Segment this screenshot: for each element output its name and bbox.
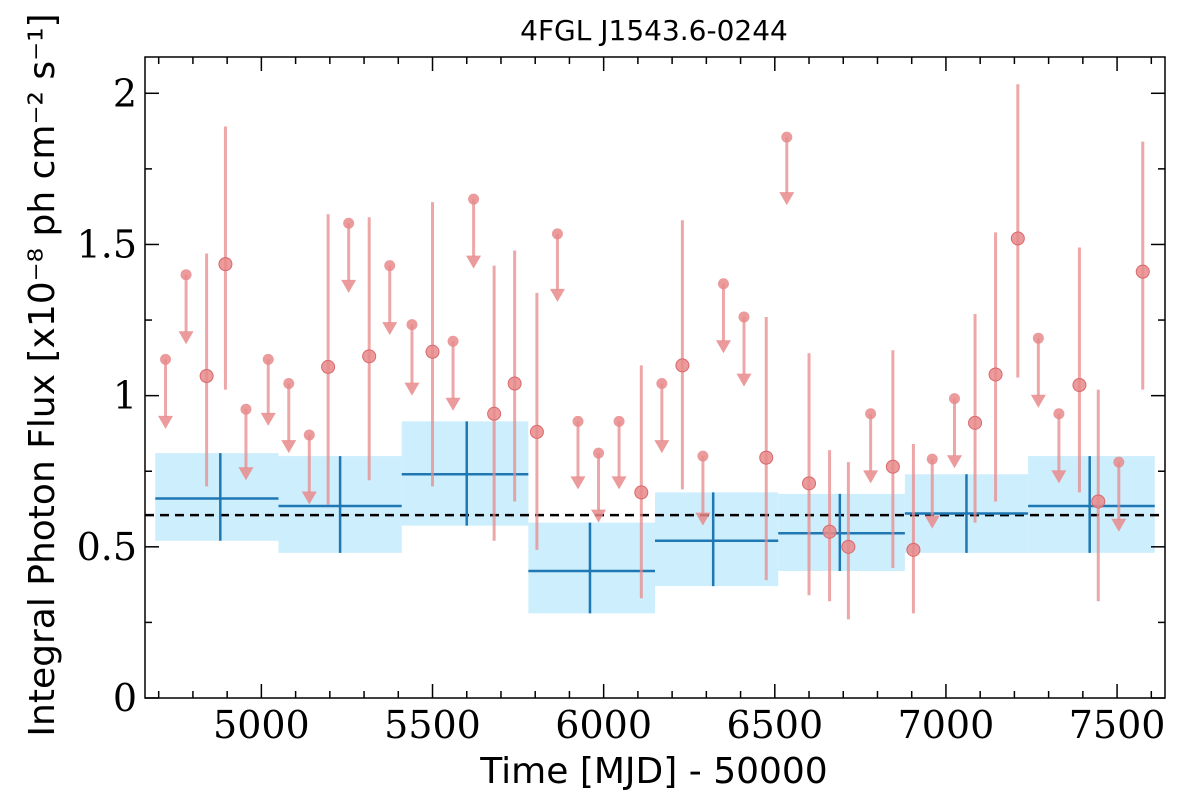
upper-limit-point [865, 408, 877, 420]
upper-limit-point [406, 319, 418, 331]
upper-limit-point [572, 415, 584, 427]
detection-point [1135, 264, 1150, 279]
detection-point [968, 415, 983, 430]
upper-limit-arrowhead [736, 373, 752, 387]
upper-limit-point [468, 193, 480, 205]
upper-limit-arrowhead [924, 515, 940, 529]
upper-limit-point [551, 228, 563, 240]
upper-limit-arrowhead [382, 322, 398, 336]
detection-point [362, 349, 377, 364]
detection-point [634, 485, 649, 500]
x-tick-label: 6000 [555, 703, 652, 747]
plot-frame [144, 56, 1166, 699]
upper-limit-point [1053, 408, 1065, 420]
upper-limit-arrowhead [611, 476, 627, 490]
y-tick-label: 1.5 [77, 222, 137, 266]
upper-limit-arrowhead [946, 455, 962, 469]
detection-point [199, 368, 214, 383]
x-tick-label: 7500 [1069, 703, 1166, 747]
detection-point [759, 450, 774, 465]
upper-limit-arrowhead [466, 255, 482, 269]
upper-limit-point [1032, 332, 1044, 344]
y-tick-label: 0 [113, 676, 137, 720]
upper-limit-point [262, 353, 274, 365]
upper-limit-point [656, 378, 668, 390]
detection-point [1072, 378, 1087, 393]
x-tick-label: 5000 [213, 703, 310, 747]
upper-limit-point [948, 393, 960, 405]
upper-limit-arrowhead [591, 509, 607, 523]
x-tick-label: 7000 [898, 703, 995, 747]
upper-limit-arrowhead [779, 192, 795, 206]
detection-point [802, 476, 817, 491]
upper-limit-point [781, 131, 793, 143]
x-tick-label: 5500 [384, 703, 481, 747]
upper-limit-point [717, 278, 729, 290]
detection-point [841, 539, 856, 554]
detection-point [675, 358, 690, 373]
upper-limit-arrowhead [301, 491, 317, 505]
upper-limit-point [697, 450, 709, 462]
chart-title: 4FGL J1543.6-0244 [520, 14, 788, 47]
detection-point [529, 424, 544, 439]
detection-point [822, 524, 837, 539]
upper-limit-point [343, 217, 355, 229]
x-tick-label: 6500 [726, 703, 823, 747]
upper-limit-arrowhead [570, 476, 586, 490]
upper-limit-point [180, 269, 192, 281]
detection-point [507, 376, 522, 391]
upper-limit-arrowhead [549, 288, 565, 302]
detection-point [885, 459, 900, 474]
long-bin-band [1028, 456, 1155, 553]
upper-limit-point [384, 260, 396, 272]
detection-point [1010, 231, 1025, 246]
upper-limit-point [738, 311, 750, 323]
y-tick-label: 2 [113, 71, 137, 115]
upper-limit-arrowhead [178, 331, 194, 345]
plot-area: 5000 5500 6000 6500 7000 7500 0 0.5 1 1.5 2 [77, 56, 1166, 747]
upper-limit-point [593, 447, 605, 459]
detection-point [1091, 494, 1106, 509]
x-axis-label: Time [MJD] - 50000 [479, 751, 827, 792]
upper-limit-arrowhead [238, 467, 254, 481]
upper-limit-arrowhead [695, 512, 711, 526]
upper-limit-arrowhead [404, 382, 420, 396]
y-tick-label: 0.5 [77, 525, 137, 569]
upper-limit-arrowhead [260, 412, 276, 426]
upper-limit-arrowhead [863, 470, 879, 484]
detection-point [988, 367, 1003, 382]
detection-point [218, 257, 233, 272]
detection-point [487, 406, 502, 421]
upper-limit-arrowhead [445, 397, 461, 411]
detection-point [321, 359, 336, 374]
upper-limit-point [613, 415, 625, 427]
upper-limit-point [160, 353, 172, 365]
upper-limit-point [240, 403, 252, 415]
upper-limit-point [303, 429, 315, 441]
upper-limit-point [1113, 456, 1125, 468]
detection-point [906, 542, 921, 557]
long-bin-band [155, 453, 279, 541]
detection-point [425, 344, 440, 359]
upper-limit-arrowhead [341, 279, 357, 293]
upper-limit-arrowhead [281, 440, 297, 454]
upper-limit-arrowhead [715, 340, 731, 354]
upper-limit-arrowhead [1051, 470, 1067, 484]
upper-limit-arrowhead [158, 415, 174, 429]
upper-limit-arrowhead [1030, 394, 1046, 408]
upper-limit-point [447, 335, 459, 347]
long-bin-band [655, 492, 779, 587]
upper-limit-point [926, 453, 938, 465]
y-tick-label: 1 [113, 374, 137, 418]
upper-limit-arrowhead [1111, 518, 1127, 532]
y-axis-label: Integral Photon Flux [x10⁻⁸ ph cm⁻² s⁻¹] [22, 13, 63, 736]
long-bin-band [528, 522, 655, 614]
upper-limit-point [283, 378, 295, 390]
upper-limit-arrowhead [654, 440, 670, 454]
